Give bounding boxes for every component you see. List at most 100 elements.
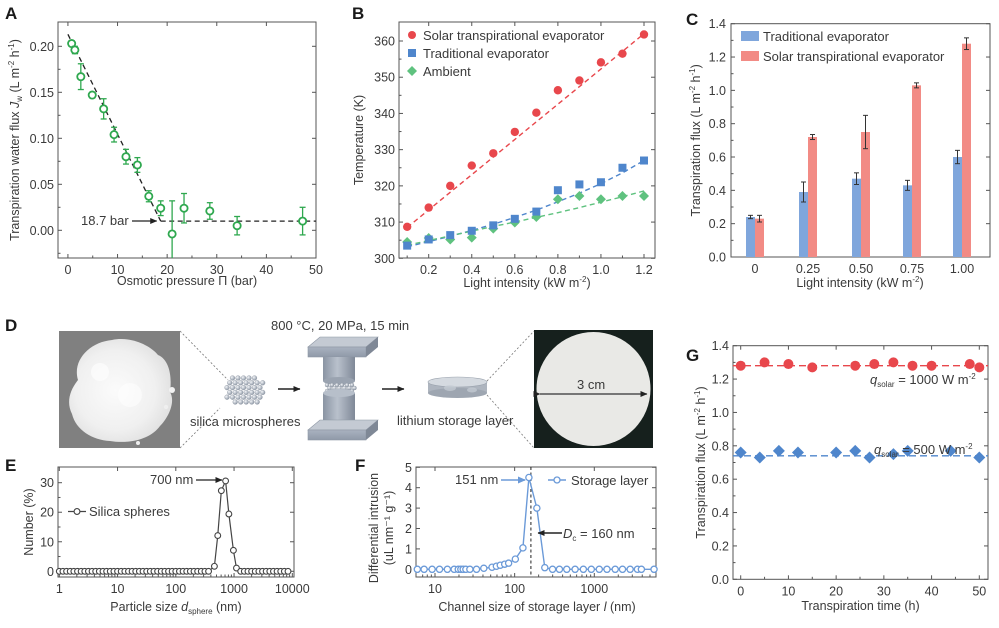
bar-solar [808, 137, 817, 257]
microsphere [249, 380, 255, 386]
y-tick-label: 0.8 [709, 117, 726, 131]
fit-line-ambient [407, 190, 645, 246]
data-point [298, 216, 308, 226]
data-line [417, 477, 655, 570]
x-tick-label: 1.0 [592, 263, 609, 277]
data-point-traditional [575, 180, 584, 189]
data-point [132, 160, 142, 170]
y-tick-label: 0.10 [30, 132, 54, 146]
microsphere [249, 399, 255, 405]
microsphere [251, 375, 258, 381]
y-tick-label: 0.0 [712, 573, 729, 587]
y-tick-label: 1.0 [712, 406, 729, 420]
x-tick-label: 10 [111, 263, 125, 277]
data-point-ambient [595, 194, 606, 205]
y-tick-label: 330 [374, 143, 395, 157]
annotation-18-7-bar: 18.7 bar [81, 213, 129, 228]
data-point [533, 504, 541, 512]
microsphere [224, 394, 230, 400]
fit-line-traditional [407, 159, 645, 248]
microsphere [240, 394, 247, 400]
data-point-1000 [783, 359, 794, 370]
x-axis-label: Transpiration time (h) [801, 599, 919, 613]
x-axis-label: Channel size of storage layer l (nm) [438, 600, 635, 614]
y-axis-label-line2: (uL nm⁻¹ g⁻¹) [382, 491, 396, 566]
data-point-solar [510, 127, 520, 137]
legend-label: Storage layer [571, 473, 649, 488]
axis-ticks [416, 466, 656, 577]
y-axis-label: Transpiration flux (L m-2 h-1) [693, 386, 708, 538]
axis-ticks [58, 22, 317, 258]
bar-traditional [746, 217, 755, 257]
y-axis-label: Temperature (K) [352, 95, 366, 185]
data-point [466, 565, 474, 574]
data-point-500 [849, 444, 862, 457]
data-point [626, 565, 634, 574]
chart-e-particle-size: 1 10 100 1000 10000 0 10 20 30 Silica spheres 700 … [22, 466, 310, 616]
data-point-solar [553, 86, 563, 95]
panel-label-d: D [5, 316, 17, 335]
data-point-1000 [735, 360, 746, 371]
axis-ticks [399, 22, 655, 259]
data-point-solar [596, 58, 606, 67]
pressed-sphere [349, 382, 355, 388]
microsphere [238, 380, 244, 386]
microsphere [227, 389, 233, 395]
legend-label: Traditional evaporator [763, 29, 890, 44]
pressed-sphere [334, 382, 340, 388]
bar-solar [755, 218, 764, 257]
y-tick-label: 1 [405, 542, 412, 556]
microsphere [251, 385, 258, 391]
bar-solar [861, 132, 870, 257]
microsphere [232, 399, 238, 405]
data-point-solar [467, 161, 476, 170]
axis-ticks [733, 345, 988, 580]
x-tick-label: 50 [972, 584, 986, 598]
x-tick-label: 0.2 [420, 263, 437, 277]
data-point [595, 565, 604, 574]
x-tick-label: 0.4 [463, 263, 480, 277]
microsphere [229, 375, 236, 381]
data-point-1000 [974, 362, 985, 373]
label-q-1000: qsolar = 1000 W m-2 [870, 372, 976, 389]
data-point [637, 565, 646, 574]
legend-marker [408, 31, 416, 39]
microsphere [257, 385, 263, 391]
chart-b-temperature: 0.2 0.4 0.6 0.8 1.0 1.2 300 310 320 330 340 350 360 S… [352, 21, 656, 290]
microsphere [235, 385, 241, 391]
data-point-traditional [403, 241, 412, 250]
microsphere [240, 385, 247, 391]
data-point [480, 564, 488, 573]
data-point [587, 565, 596, 574]
data-point [217, 487, 225, 495]
data-point-1000 [907, 360, 918, 371]
y-tick-label: 300 [374, 252, 395, 266]
pressed-sphere [329, 382, 335, 388]
data-point [87, 90, 97, 100]
data-point-500 [973, 451, 986, 464]
microspheres-icon [224, 375, 266, 405]
data-point [144, 191, 154, 201]
data-point-solar [532, 108, 541, 117]
legend-swatch [741, 31, 759, 41]
y-tick-label: 310 [374, 216, 395, 230]
pressed-sphere [339, 382, 345, 388]
plot-frame [398, 21, 656, 259]
data-point [284, 567, 292, 575]
x-axis-label: Light intensity (kW m-2) [796, 275, 923, 290]
data-point [70, 45, 80, 55]
microsphere [235, 375, 241, 381]
legend-label: Solar transpirational evaporator [423, 28, 605, 43]
y-tick-label: 5 [405, 461, 412, 475]
microsphere [240, 375, 247, 381]
y-tick-label: 0.00 [30, 224, 54, 238]
legend-swatch [741, 51, 759, 61]
data-point [525, 473, 533, 482]
data-point [603, 565, 611, 574]
y-tick-label: 10 [40, 535, 54, 549]
fit-line-solar [406, 33, 645, 229]
y-tick-label: 1.2 [712, 373, 729, 387]
panel-label-b: B [352, 4, 364, 23]
x-tick-label: 0 [752, 262, 759, 276]
data-line [59, 478, 289, 572]
